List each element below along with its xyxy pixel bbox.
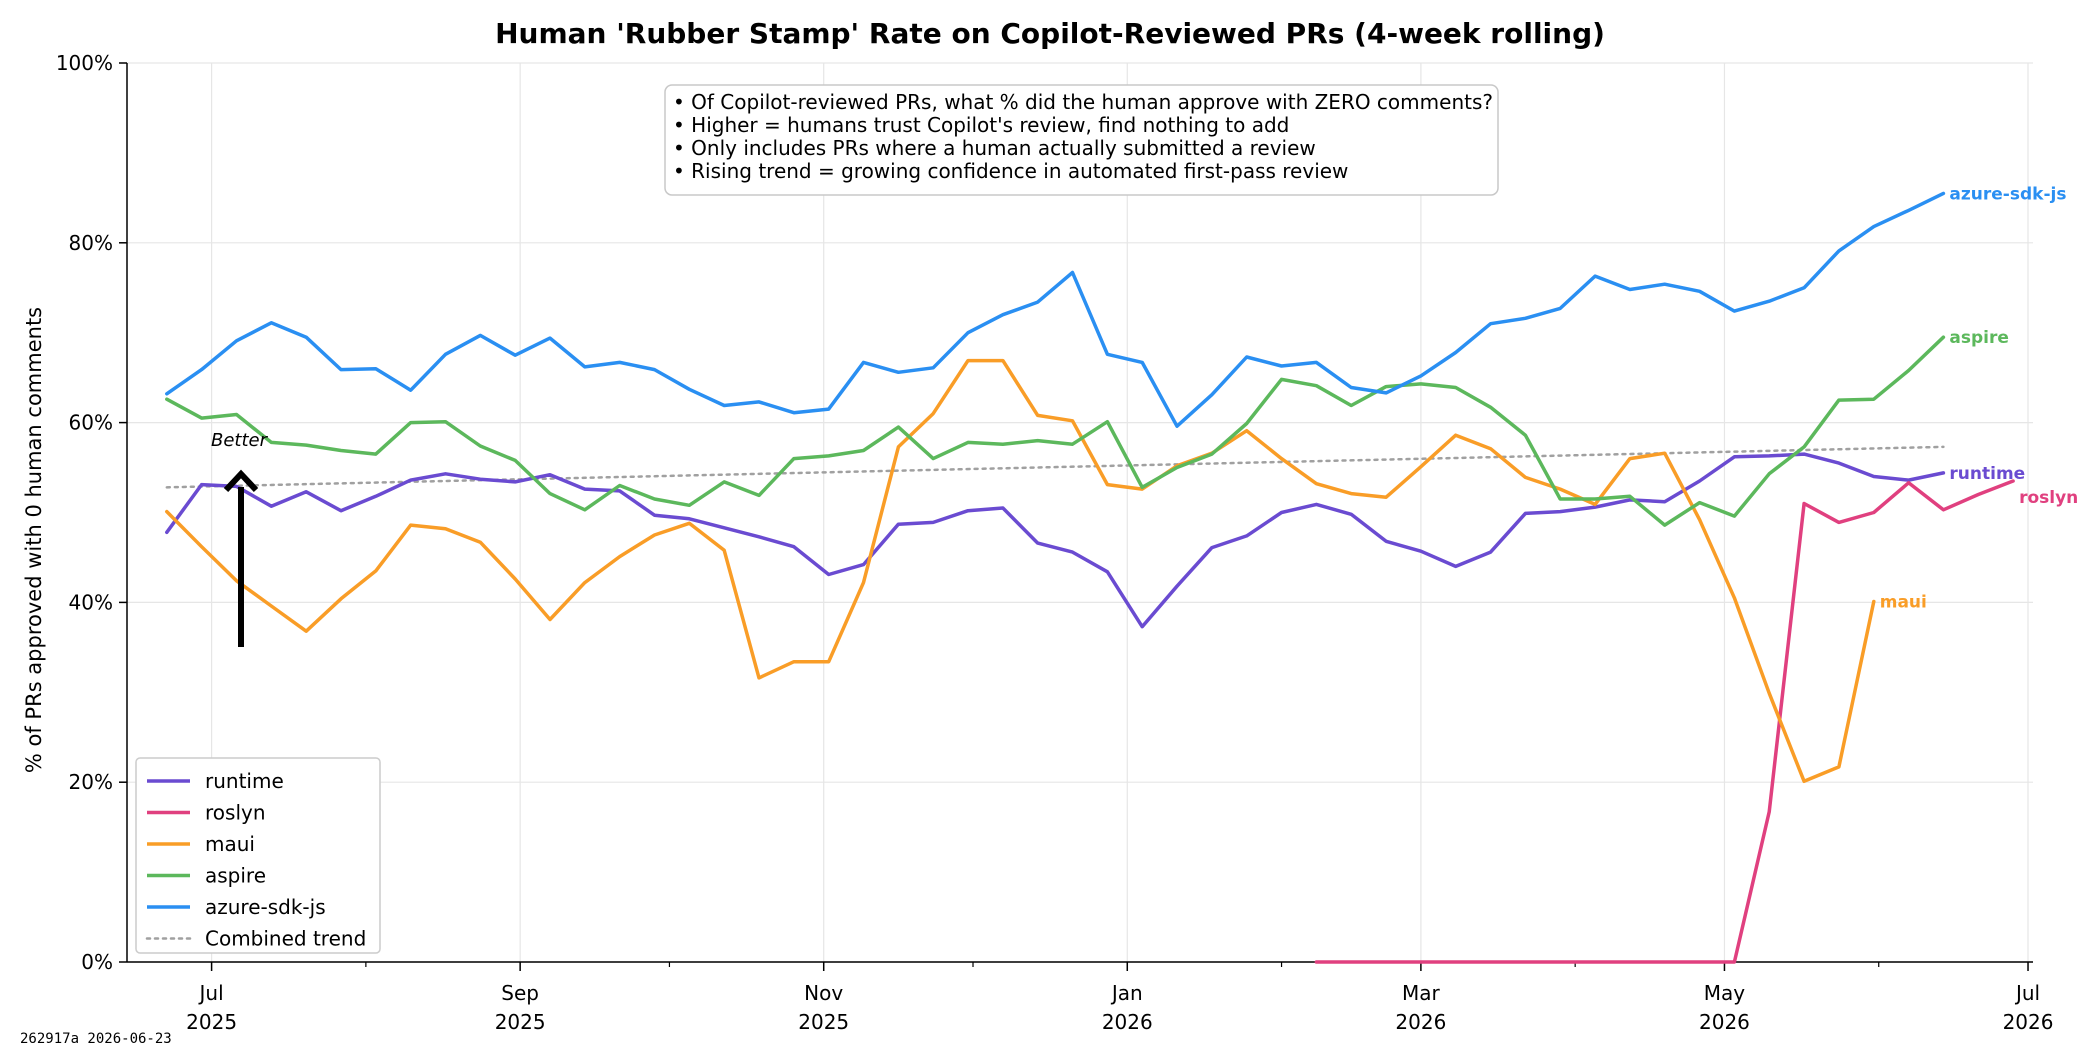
series-end-label: maui [1880, 593, 1927, 613]
annotation-line: • Only includes PRs where a human actual… [673, 136, 1316, 160]
x-tick-label: 2025 [495, 1010, 546, 1034]
x-tick-label: 2026 [1102, 1010, 1153, 1034]
legend-entry: runtime [205, 769, 284, 793]
legend: runtime roslyn maui aspire azure-sdk-js Combi… [135, 757, 381, 954]
series-line-azure-sdk-js [165, 191, 1946, 428]
x-tick-label: Jul [2014, 981, 2040, 1005]
y-tick-label: 20% [69, 770, 113, 794]
x-tick-label: 2025 [186, 1010, 237, 1034]
tick-labels: 0% 20% 40% 60% 80% 100% Jul 2025 Sep 2025 Nov 2025 J… [56, 51, 2054, 1034]
combined-trend-line [165, 445, 1945, 489]
annotation-line: • Rising trend = growing confidence in a… [673, 159, 1348, 183]
series-line-aspire [165, 335, 1946, 527]
better-label: Better [211, 430, 269, 451]
y-tick-label: 80% [69, 231, 113, 255]
x-tick-label: 2025 [798, 1010, 849, 1034]
x-tick-label: Mar [1402, 981, 1441, 1005]
legend-entry: azure-sdk-js [205, 895, 326, 919]
chart-title: Human 'Rubber Stamp' Rate on Copilot-Rev… [495, 17, 1605, 50]
series-end-label: azure-sdk-js [1949, 184, 2066, 204]
x-tick-label: 2026 [2003, 1010, 2054, 1034]
series-end-label: runtime [1949, 464, 2025, 484]
x-tick-label: Sep [501, 981, 539, 1005]
annotation-box: • Of Copilot-reviewed PRs, what % did th… [664, 84, 1499, 196]
better-arrow-head [223, 469, 259, 493]
grid [127, 62, 2033, 963]
x-tick-label: Jul [198, 981, 224, 1005]
y-tick-label: 100% [56, 51, 113, 75]
legend-entry: aspire [205, 864, 266, 888]
series-end-labels: azure-sdk-js aspire runtime roslyn maui [1880, 184, 2079, 612]
legend-entry: Combined trend [205, 927, 366, 951]
series-line-roslyn [1314, 479, 2015, 964]
series-end-label: roslyn [2019, 488, 2078, 508]
y-tick-label: 60% [69, 411, 113, 435]
series-end-label: aspire [1949, 328, 2009, 348]
x-tick-label: Jan [1110, 981, 1143, 1005]
x-tick-label: 2026 [1395, 1010, 1446, 1034]
footer-stamp: 262917a 2026-06-23 [20, 1031, 172, 1047]
y-tick-label: 40% [69, 590, 113, 614]
axes [119, 62, 2033, 971]
series-line-runtime [165, 452, 1946, 629]
series-lines [165, 191, 2015, 964]
y-tick-label: 0% [81, 950, 113, 974]
annotation-line: • Of Copilot-reviewed PRs, what % did th… [673, 90, 1493, 114]
x-tick-label: Nov [804, 981, 843, 1005]
legend-entry: roslyn [205, 801, 266, 825]
better-indicator: Better [211, 430, 269, 647]
annotation-line: • Higher = humans trust Copilot's review… [673, 113, 1289, 137]
legend-entry: maui [205, 832, 255, 856]
x-tick-label: 2026 [1699, 1010, 1750, 1034]
x-tick-label: May [1704, 981, 1746, 1005]
series-line-maui [165, 358, 1876, 784]
y-axis-label: % of PRs approved with 0 human comments [22, 307, 46, 773]
